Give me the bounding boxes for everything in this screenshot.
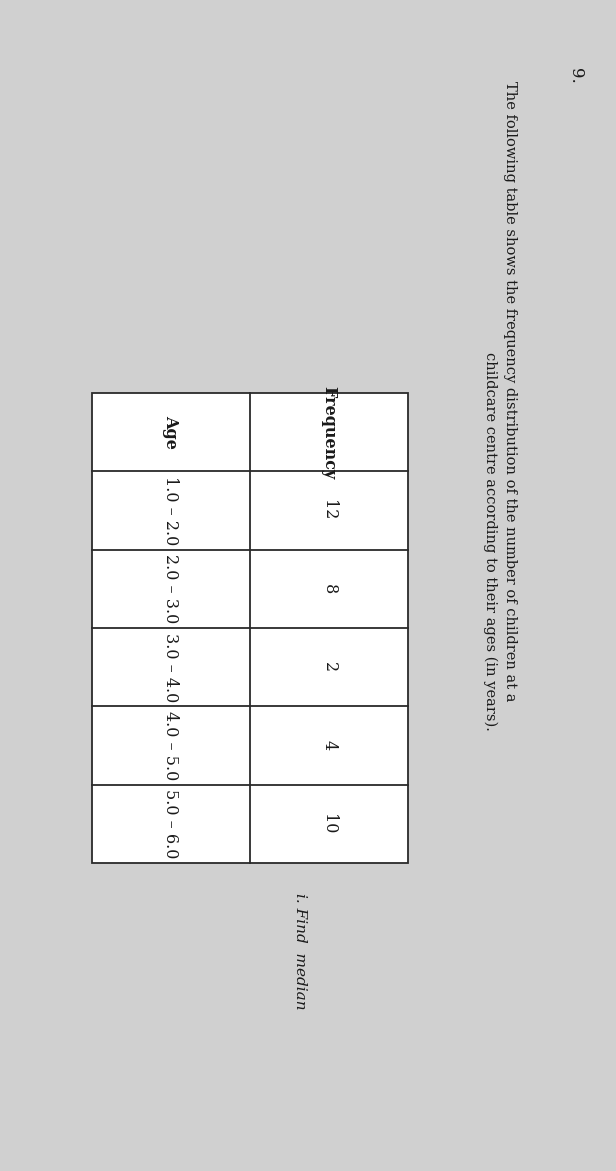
Text: 2.0 – 3.0: 2.0 – 3.0 [163, 554, 179, 623]
Bar [92, 393, 408, 863]
Text: Frequency: Frequency [320, 385, 338, 479]
Text: 4: 4 [320, 740, 338, 751]
Text: The following table shows the frequency distribution of the number of children a: The following table shows the frequency … [503, 81, 517, 701]
Text: 1.0 – 2.0: 1.0 – 2.0 [163, 475, 179, 546]
Text: 12: 12 [320, 500, 338, 521]
Text: 4.0 – 5.0: 4.0 – 5.0 [163, 711, 179, 780]
Text: 8: 8 [320, 583, 338, 594]
Text: 10: 10 [320, 814, 338, 834]
Text: childcare centre according to their ages (in years).: childcare centre according to their ages… [483, 351, 497, 731]
Text: 3.0 – 4.0: 3.0 – 4.0 [163, 632, 179, 701]
Text: 5.0 – 6.0: 5.0 – 6.0 [163, 789, 179, 858]
Text: Age: Age [163, 416, 179, 450]
Text: i. Find  median: i. Find median [293, 892, 307, 1009]
Text: 9.: 9. [567, 68, 583, 84]
Text: 2: 2 [320, 662, 338, 672]
